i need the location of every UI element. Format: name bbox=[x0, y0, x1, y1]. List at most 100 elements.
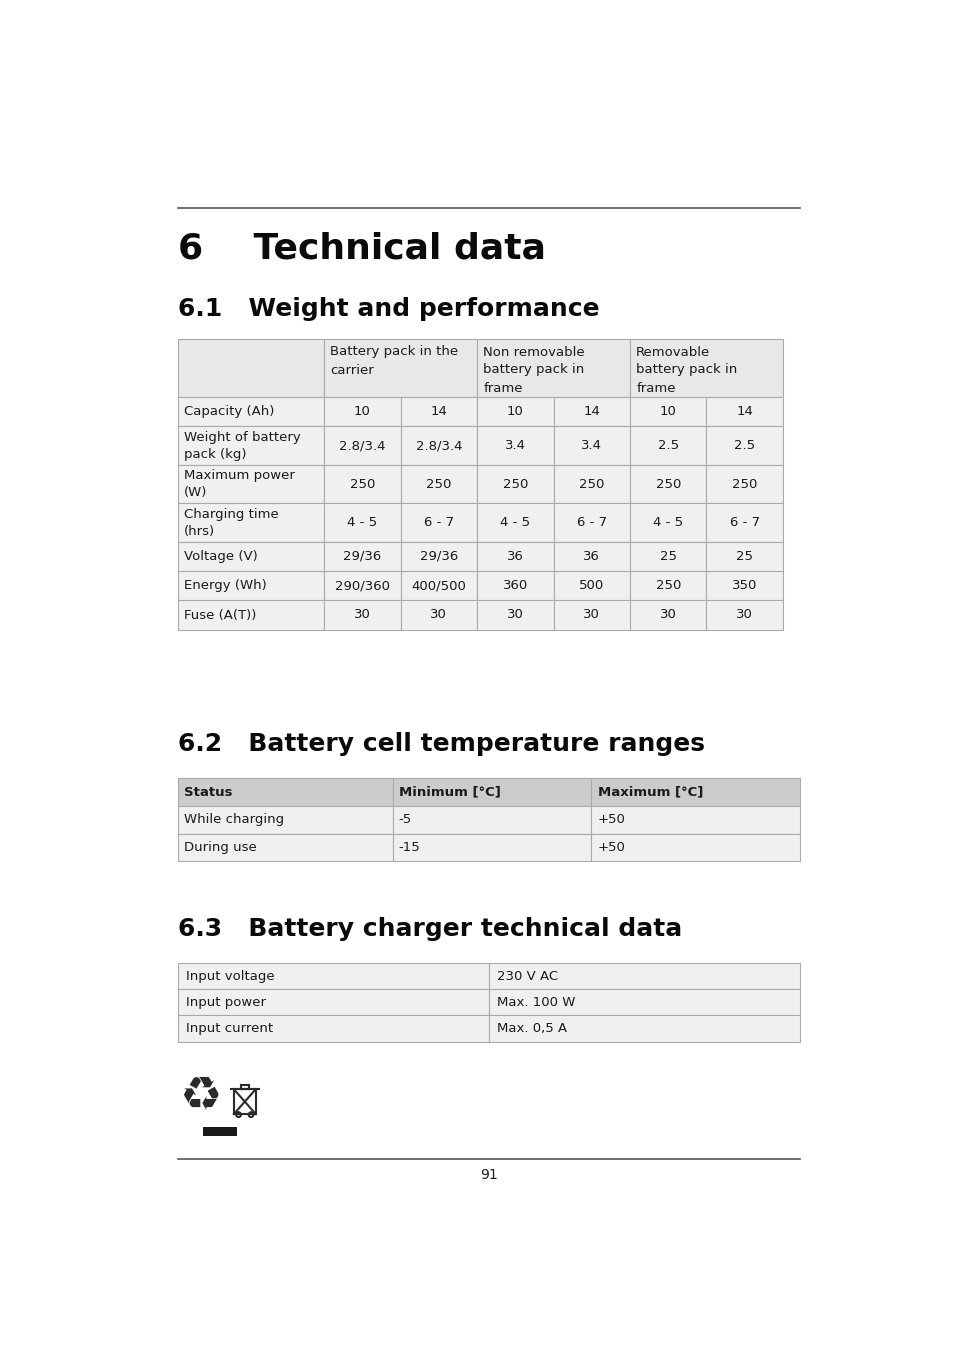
Text: 6.3   Battery charger technical data: 6.3 Battery charger technical data bbox=[178, 917, 681, 941]
Text: 6    Technical data: 6 Technical data bbox=[178, 231, 545, 265]
Bar bbox=[178, 571, 324, 600]
Bar bbox=[400, 503, 476, 542]
Text: 30: 30 bbox=[430, 608, 447, 622]
Bar bbox=[476, 600, 553, 630]
Bar bbox=[400, 465, 476, 503]
Bar bbox=[476, 339, 629, 397]
Bar bbox=[629, 503, 706, 542]
Text: 250: 250 bbox=[578, 477, 604, 491]
Bar bbox=[324, 339, 476, 397]
Bar bbox=[178, 779, 393, 806]
Text: Battery pack in the
carrier: Battery pack in the carrier bbox=[330, 346, 458, 376]
Text: -5: -5 bbox=[398, 814, 412, 826]
Bar bbox=[488, 963, 799, 990]
Bar bbox=[178, 542, 324, 571]
Bar bbox=[324, 465, 400, 503]
Text: 36: 36 bbox=[506, 550, 523, 562]
Text: Input current: Input current bbox=[186, 1022, 273, 1036]
Bar bbox=[400, 571, 476, 600]
Bar bbox=[591, 779, 799, 806]
Text: 400/500: 400/500 bbox=[411, 579, 466, 592]
Text: 6 - 7: 6 - 7 bbox=[577, 516, 606, 529]
Text: -15: -15 bbox=[398, 841, 420, 854]
Text: 30: 30 bbox=[582, 608, 599, 622]
Text: Minimum [°C]: Minimum [°C] bbox=[398, 786, 500, 799]
Text: Removable
battery pack in
frame: Removable battery pack in frame bbox=[636, 346, 737, 395]
Bar bbox=[706, 600, 782, 630]
Text: 29/36: 29/36 bbox=[419, 550, 457, 562]
Bar bbox=[629, 426, 706, 465]
Bar bbox=[393, 779, 591, 806]
Text: +50: +50 bbox=[597, 814, 625, 826]
Bar bbox=[476, 571, 553, 600]
Text: 25: 25 bbox=[659, 550, 676, 562]
Bar bbox=[178, 990, 488, 1015]
Bar bbox=[178, 806, 393, 834]
Bar bbox=[476, 465, 553, 503]
Bar bbox=[400, 600, 476, 630]
Bar bbox=[476, 503, 553, 542]
Text: Fuse (A(T)): Fuse (A(T)) bbox=[184, 608, 256, 622]
Text: Maximum [°C]: Maximum [°C] bbox=[597, 786, 702, 799]
Bar bbox=[476, 426, 553, 465]
Bar bbox=[553, 397, 629, 426]
Bar bbox=[178, 600, 324, 630]
Bar bbox=[178, 426, 324, 465]
Bar bbox=[400, 426, 476, 465]
Text: Weight of battery
pack (kg): Weight of battery pack (kg) bbox=[184, 430, 301, 461]
Bar bbox=[706, 542, 782, 571]
Text: 14: 14 bbox=[736, 406, 752, 418]
Bar bbox=[203, 1128, 236, 1136]
Text: Input voltage: Input voltage bbox=[186, 969, 274, 983]
Text: 2.5: 2.5 bbox=[657, 439, 679, 452]
Text: +50: +50 bbox=[597, 841, 625, 854]
Text: 36: 36 bbox=[582, 550, 599, 562]
Bar bbox=[476, 542, 553, 571]
Text: 2.8/3.4: 2.8/3.4 bbox=[339, 439, 385, 452]
Text: Maximum power
(W): Maximum power (W) bbox=[184, 469, 294, 499]
Bar bbox=[591, 834, 799, 861]
Text: 29/36: 29/36 bbox=[343, 550, 381, 562]
Bar bbox=[553, 426, 629, 465]
Bar bbox=[178, 834, 393, 861]
Text: 4 - 5: 4 - 5 bbox=[347, 516, 377, 529]
Text: 250: 250 bbox=[426, 477, 451, 491]
Bar bbox=[476, 397, 553, 426]
Bar bbox=[553, 571, 629, 600]
Text: 30: 30 bbox=[354, 608, 371, 622]
Text: 25: 25 bbox=[736, 550, 753, 562]
Text: Charging time
(hrs): Charging time (hrs) bbox=[184, 507, 279, 538]
Text: 350: 350 bbox=[731, 579, 757, 592]
Bar bbox=[400, 542, 476, 571]
Bar bbox=[553, 465, 629, 503]
Text: Non removable
battery pack in
frame: Non removable battery pack in frame bbox=[483, 346, 584, 395]
Text: 10: 10 bbox=[659, 406, 676, 418]
Bar bbox=[629, 339, 782, 397]
Text: 4 - 5: 4 - 5 bbox=[499, 516, 530, 529]
Text: 290/360: 290/360 bbox=[335, 579, 390, 592]
Text: 250: 250 bbox=[502, 477, 527, 491]
Text: 250: 250 bbox=[655, 477, 680, 491]
Bar bbox=[178, 465, 324, 503]
Text: 2.8/3.4: 2.8/3.4 bbox=[416, 439, 461, 452]
Text: 10: 10 bbox=[354, 406, 371, 418]
Bar bbox=[488, 990, 799, 1015]
Bar bbox=[324, 542, 400, 571]
Text: Voltage (V): Voltage (V) bbox=[184, 550, 258, 562]
Text: 10: 10 bbox=[506, 406, 523, 418]
Bar bbox=[629, 600, 706, 630]
Bar bbox=[553, 542, 629, 571]
Bar bbox=[629, 397, 706, 426]
Bar bbox=[706, 465, 782, 503]
Text: 3.4: 3.4 bbox=[580, 439, 601, 452]
Bar bbox=[178, 503, 324, 542]
Bar bbox=[233, 1090, 255, 1114]
Bar bbox=[553, 503, 629, 542]
Text: Capacity (Ah): Capacity (Ah) bbox=[184, 406, 274, 418]
Text: ♻: ♻ bbox=[179, 1075, 222, 1119]
Text: 91: 91 bbox=[479, 1168, 497, 1182]
Text: 500: 500 bbox=[578, 579, 604, 592]
Text: 250: 250 bbox=[655, 579, 680, 592]
Bar bbox=[629, 465, 706, 503]
Text: Max. 100 W: Max. 100 W bbox=[497, 996, 575, 1009]
